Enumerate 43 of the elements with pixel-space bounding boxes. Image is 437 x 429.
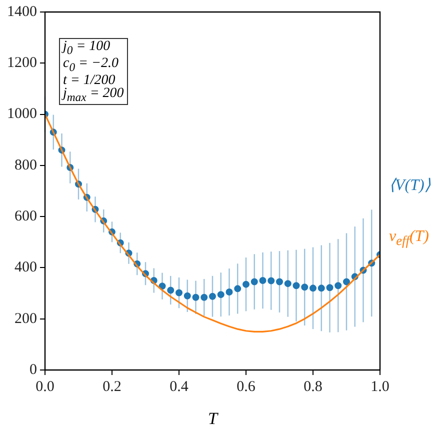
x-tick-label: 0.8 bbox=[304, 378, 322, 395]
text: ⟨V(T)⟩ bbox=[389, 176, 430, 195]
y-tick-label: 200 bbox=[14, 310, 37, 327]
point bbox=[343, 278, 350, 286]
annotation: c$_{0}$ = −2.0 bbox=[63, 56, 118, 74]
y-tick-label: 400 bbox=[14, 260, 37, 276]
point bbox=[250, 278, 258, 286]
point bbox=[200, 294, 208, 301]
point bbox=[334, 282, 342, 290]
y-tick-label: 600 bbox=[14, 208, 37, 225]
annotation: t = 1/200 bbox=[63, 72, 116, 88]
point bbox=[268, 277, 275, 284]
point bbox=[318, 284, 325, 292]
point bbox=[217, 291, 224, 298]
point bbox=[192, 294, 200, 301]
point bbox=[234, 285, 242, 292]
x-tick-label: 1.0 bbox=[370, 378, 390, 395]
annotation: j$_{max}$ = 200 bbox=[63, 86, 124, 104]
y-tick-label: 800 bbox=[14, 157, 37, 174]
y-tick-label: 1400 bbox=[7, 4, 37, 20]
y-tick-label: 0 bbox=[30, 362, 37, 378]
annotation: j$_{0}$ = 100 bbox=[63, 39, 110, 57]
point bbox=[292, 282, 300, 290]
y-tick-label: 1000 bbox=[7, 106, 37, 122]
point bbox=[184, 292, 191, 300]
point bbox=[242, 280, 250, 288]
series-label: v$_{eff}$(T) bbox=[389, 228, 429, 250]
x-tick-label: 0.6 bbox=[236, 378, 256, 395]
point bbox=[176, 289, 182, 296]
x-tick-label: 0.4 bbox=[170, 378, 189, 395]
x-tick-label: 0.2 bbox=[102, 378, 122, 395]
point bbox=[284, 280, 292, 288]
y-tick-label: 1200 bbox=[7, 55, 37, 72]
point bbox=[167, 286, 174, 294]
point bbox=[209, 292, 216, 300]
point bbox=[326, 284, 334, 292]
point bbox=[226, 288, 233, 296]
point bbox=[259, 277, 266, 284]
point bbox=[301, 284, 308, 291]
point bbox=[276, 278, 283, 286]
x-tick-label: 0.0 bbox=[36, 378, 54, 395]
x-axis-title: T bbox=[208, 409, 218, 429]
point bbox=[310, 284, 316, 292]
